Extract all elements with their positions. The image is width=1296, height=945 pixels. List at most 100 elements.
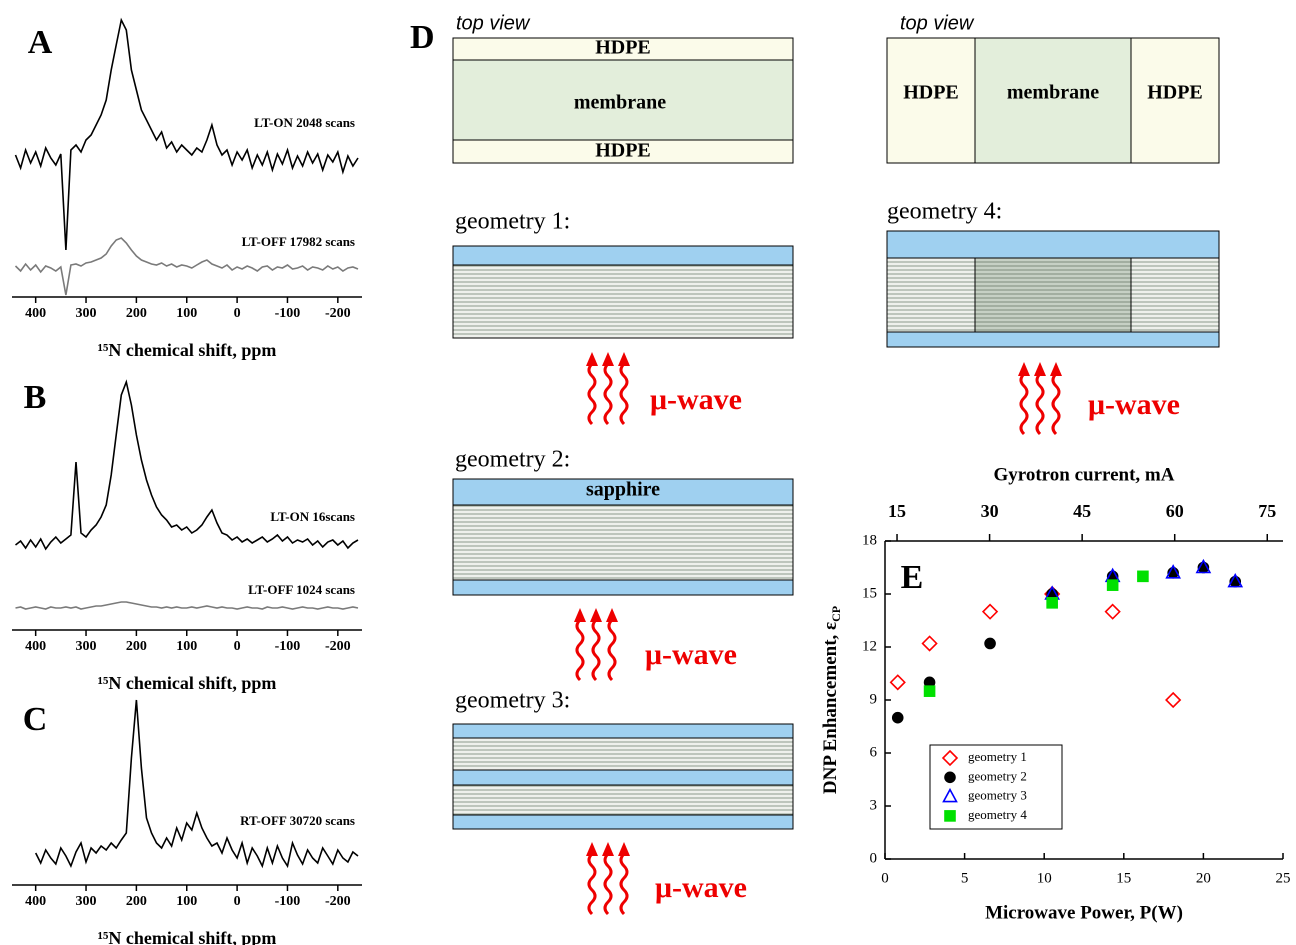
x-tick-label: 0 [234, 306, 241, 321]
x-tick-label: 300 [76, 639, 97, 654]
hdpe-strip [452, 139, 794, 164]
x-tick-label: -100 [275, 639, 301, 654]
panel-label: D [410, 19, 435, 56]
x2-tick-label: 15 [888, 501, 906, 521]
stack [886, 257, 976, 333]
point [1104, 603, 1121, 620]
x2-tick-label: 75 [1258, 501, 1276, 521]
wave-label: μ-wave [650, 383, 742, 416]
legend-label: geometry 4 [968, 807, 1027, 822]
box-label: HDPE [1147, 82, 1203, 104]
window [886, 230, 1220, 259]
spectrum [15, 379, 359, 551]
x2-tick-label: 30 [981, 501, 999, 521]
legend-symbol [944, 810, 956, 822]
trace-label: LT-ON 16scans [270, 509, 355, 524]
x-tick-label: 100 [176, 306, 197, 321]
stack [452, 264, 794, 339]
x-tick-label: 200 [126, 639, 147, 654]
legend-marker [944, 771, 956, 784]
y-tick-label: 18 [862, 532, 877, 548]
x-tick-label: 400 [25, 894, 46, 909]
x-axis-label: Microwave Power, P(W) [985, 902, 1183, 923]
legend-marker [941, 749, 959, 767]
wave-label: μ-wave [1088, 388, 1180, 421]
legend-marker [942, 787, 958, 803]
point [1046, 597, 1058, 609]
spectrum [14, 237, 359, 296]
point [1227, 572, 1244, 588]
y-tick-label: 3 [870, 797, 878, 813]
y-tick-label: 6 [870, 744, 878, 760]
caption: top view [900, 12, 975, 34]
x2-tick-label: 45 [1073, 501, 1091, 521]
x-tick-label: 25 [1276, 870, 1291, 886]
point [923, 685, 936, 697]
geometry-label: geometry 4: [887, 199, 1002, 225]
caption: top view [456, 12, 531, 34]
box-label: membrane [1007, 82, 1099, 104]
y-axis-label: DNP Enhancement, εCP [820, 606, 842, 794]
box-label: HDPE [595, 37, 651, 59]
trace-label: LT-OFF 17982 scans [242, 234, 355, 249]
x-tick-label: 0 [234, 894, 241, 909]
y-tick-label: 12 [862, 638, 877, 654]
legend-symbol [942, 787, 958, 803]
point [1165, 564, 1181, 579]
panel-label: E [901, 559, 924, 596]
x-axis-label: ¹⁵N chemical shift, ppm [98, 340, 277, 360]
x-tick-label: 10 [1037, 870, 1052, 886]
x-tick-label: 0 [881, 870, 889, 886]
spectrum [15, 601, 359, 610]
stack [452, 737, 794, 771]
stack [1130, 257, 1220, 333]
wave-arrows [1016, 360, 1064, 436]
box-label: membrane [574, 92, 666, 114]
diagram: D top view HDPE membrane HDPE top view H… [410, 12, 1220, 916]
wave-arrows [584, 840, 632, 916]
x-tick-label: -100 [275, 894, 301, 909]
box-label: HDPE [903, 82, 959, 104]
y-tick-label: 0 [870, 850, 878, 866]
y-tick-label: 15 [862, 585, 877, 601]
wave-label: μ-wave [655, 871, 747, 904]
window [452, 245, 794, 266]
window-label: sapphire [586, 479, 660, 501]
x-tick-label: 300 [76, 894, 97, 909]
window [452, 769, 794, 786]
point [889, 674, 906, 691]
legend-symbol [944, 771, 956, 784]
window [452, 478, 794, 506]
x-tick-label: 100 [176, 894, 197, 909]
point [891, 711, 904, 724]
x-axis-label: ¹⁵N chemical shift, ppm [98, 928, 277, 945]
legend-marker [944, 810, 956, 822]
x-tick-label: 200 [126, 306, 147, 321]
legend-symbol [941, 749, 959, 767]
panel-label: C [23, 701, 48, 738]
window [886, 331, 1220, 348]
point [921, 635, 938, 652]
x-tick-label: 300 [76, 306, 97, 321]
y-tick-label: 9 [870, 691, 878, 707]
geometry-label: geometry 2: [455, 447, 570, 473]
panel-label: B [24, 379, 47, 416]
x-tick-label: 5 [961, 870, 969, 886]
geometry-label: geometry 1: [455, 209, 570, 235]
x-axis-label: ¹⁵N chemical shift, ppm [98, 673, 277, 693]
wave-arrows [584, 350, 632, 426]
window [452, 579, 794, 596]
window [452, 723, 794, 739]
x-tick-label: -100 [275, 306, 301, 321]
trace-label: LT-OFF 1024 scans [248, 582, 355, 597]
x-tick-label: 0 [234, 639, 241, 654]
x-tick-label: -200 [325, 639, 351, 654]
legend-label: geometry 1 [968, 749, 1027, 764]
stack [452, 784, 794, 816]
membrane [452, 59, 794, 141]
x2-axis-label: Gyrotron current, mA [993, 464, 1174, 485]
point [984, 637, 996, 650]
stack [452, 504, 794, 581]
x-tick-label: 400 [25, 639, 46, 654]
